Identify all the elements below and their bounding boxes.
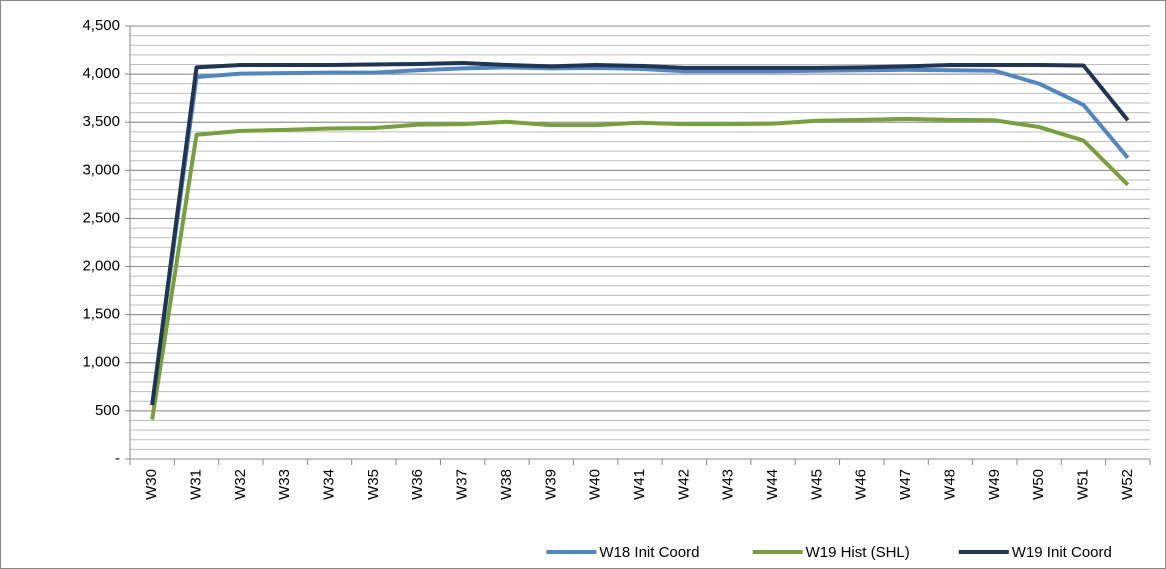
legend-label: W18 Init Coord <box>599 544 699 561</box>
y-tick-label: 1,000 <box>82 354 120 371</box>
x-tick-label: W51 <box>1074 469 1091 500</box>
series-line <box>150 116 1130 420</box>
y-tick-label: 2,500 <box>82 209 120 226</box>
y-tick-label: 4,500 <box>82 17 120 34</box>
x-tick-label: W37 <box>454 469 471 500</box>
legend-label: W19 Hist (SHL) <box>806 544 910 561</box>
y-tick-label: 1,500 <box>82 306 120 323</box>
x-tick-label: W42 <box>675 469 692 500</box>
x-tick-label: W34 <box>321 469 338 500</box>
x-tick-label: W43 <box>720 469 737 500</box>
x-tick-label: W38 <box>498 469 515 500</box>
x-tick-label: W30 <box>143 469 160 500</box>
x-tick-label: W41 <box>631 469 648 500</box>
x-tick-label: W32 <box>232 469 249 500</box>
x-tick-label: W40 <box>587 469 604 500</box>
y-tick-label: 4,000 <box>82 65 120 82</box>
y-tick-label: 500 <box>95 402 120 419</box>
x-tick-label: W33 <box>276 469 293 500</box>
x-tick-label: W45 <box>808 469 825 500</box>
x-tick-label: W52 <box>1119 469 1136 500</box>
series-line <box>150 61 1130 406</box>
y-tick-label: 2,000 <box>82 258 120 275</box>
legend-label: W19 Init Coord <box>1012 544 1112 561</box>
x-tick-label: W36 <box>409 469 426 500</box>
x-tick-label: W39 <box>542 469 559 500</box>
x-tick-label: W31 <box>187 469 204 500</box>
y-tick-label: 3,500 <box>82 113 120 130</box>
x-tick-label: W47 <box>897 469 914 500</box>
x-tick-label: W44 <box>764 469 781 500</box>
x-tick-label: W35 <box>365 469 382 500</box>
x-tick-label: W46 <box>853 469 870 500</box>
x-tick-label: W50 <box>1030 469 1047 500</box>
y-tick-label: - <box>115 450 120 467</box>
x-tick-label: W48 <box>941 469 958 500</box>
series-line <box>150 65 1130 406</box>
x-tick-label: W49 <box>986 469 1003 500</box>
y-tick-label: 3,000 <box>82 161 120 178</box>
